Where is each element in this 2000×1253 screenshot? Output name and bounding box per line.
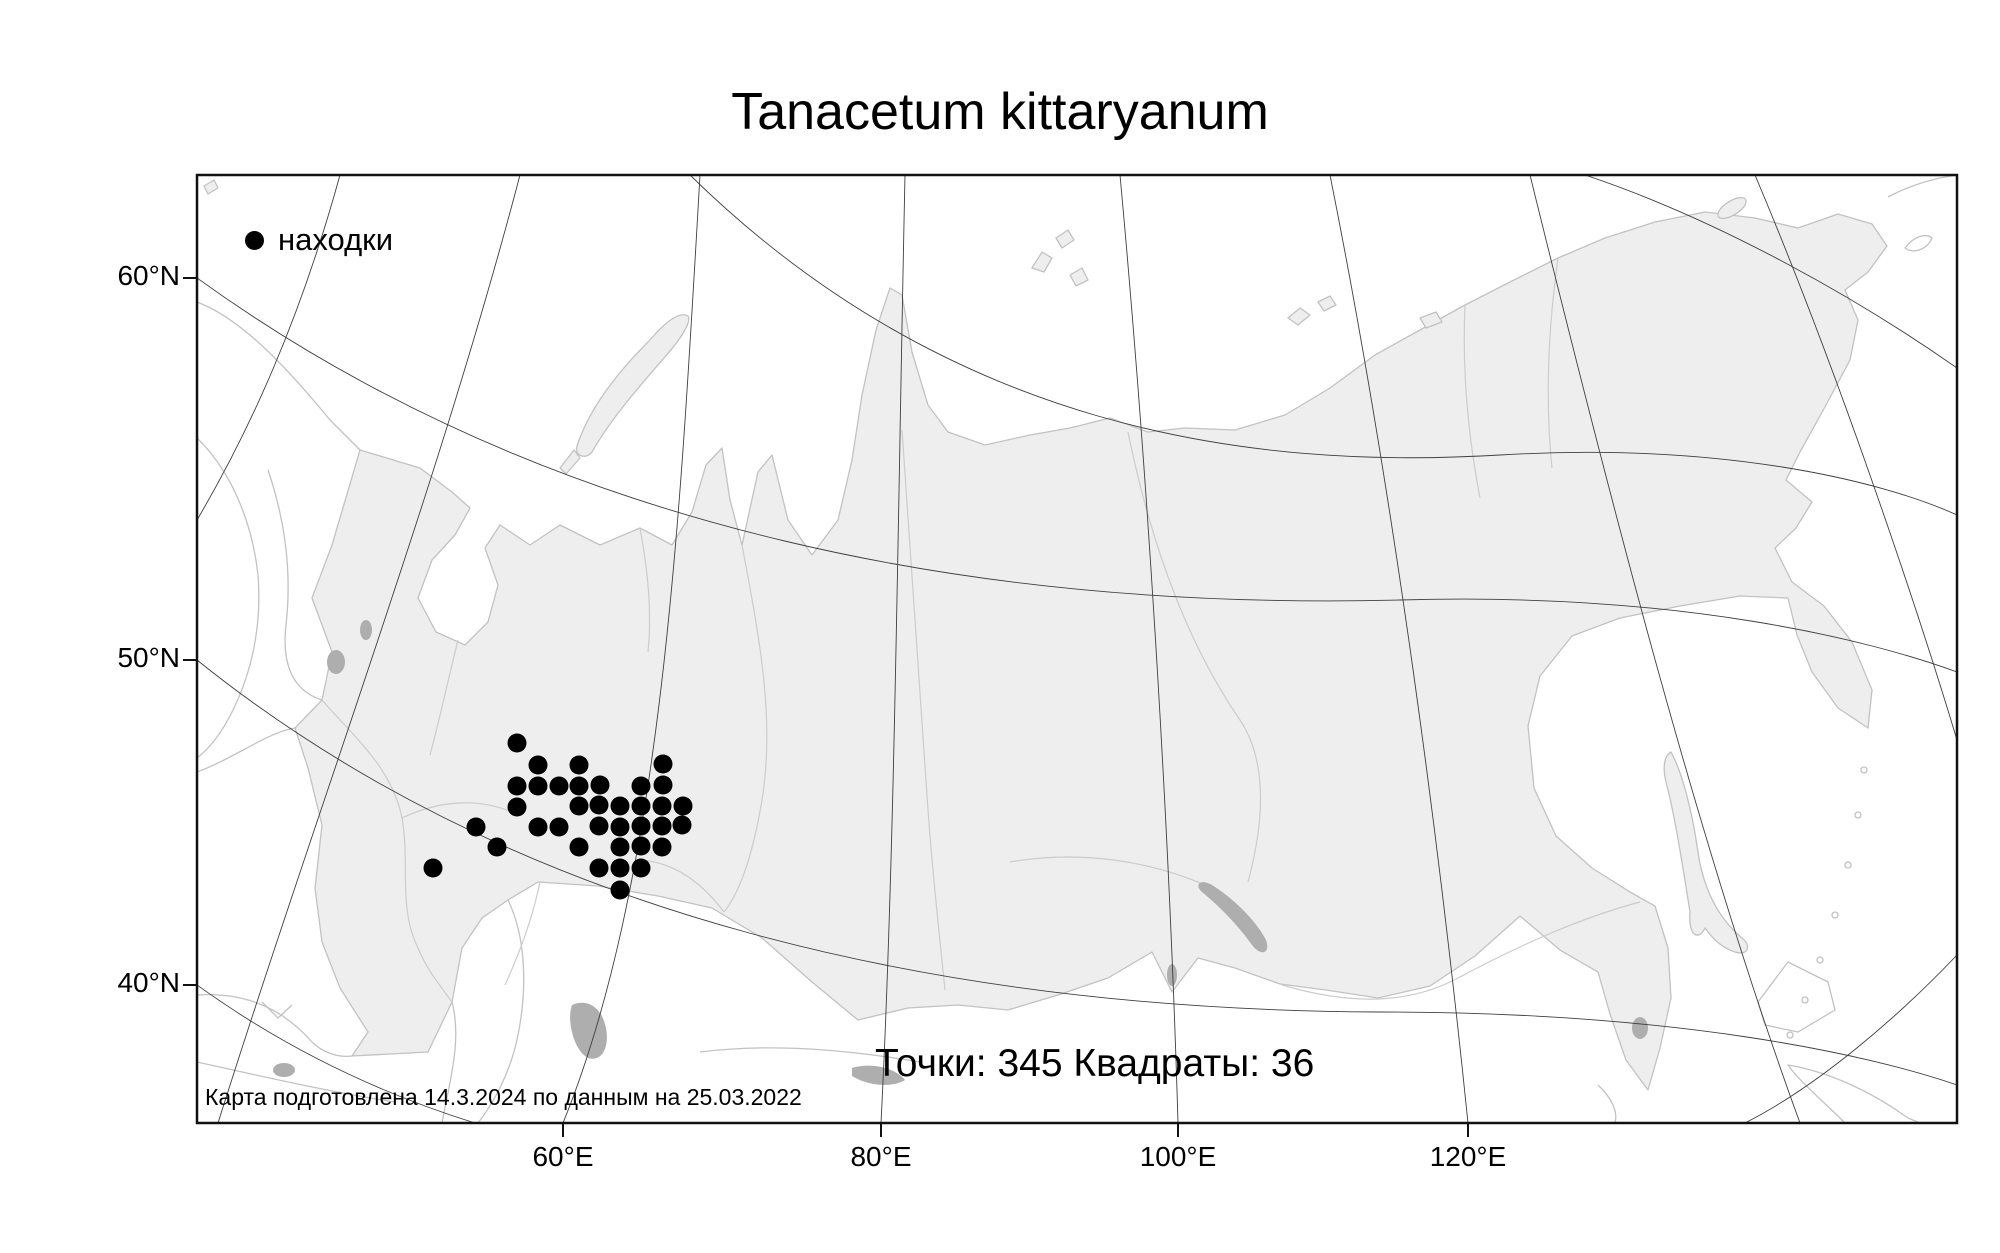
occurrence-dot <box>589 858 609 878</box>
occurrence-dot <box>610 837 630 857</box>
occurrence-dot <box>590 775 610 795</box>
occurrence-dot <box>528 776 548 796</box>
occurrence-dot <box>589 816 609 836</box>
map-caption: Карта подготовлена 14.3.2024 по данным н… <box>205 1084 802 1110</box>
occurrence-dots-layer <box>423 733 693 900</box>
lat-tick-label: 50°N <box>117 642 180 673</box>
occurrence-dot <box>528 755 548 775</box>
occurrence-dot <box>528 817 548 837</box>
axis-ticks <box>183 277 1469 1137</box>
legend-label: находки <box>278 222 394 257</box>
legend: находки <box>245 222 393 258</box>
findings-dot-icon <box>245 230 264 250</box>
occurrence-dot <box>610 796 630 816</box>
occurrence-dot <box>673 796 693 816</box>
occurrence-dot <box>631 776 651 796</box>
occurrence-dot <box>631 858 651 878</box>
occurrence-dot <box>549 776 569 796</box>
occurrence-dot <box>610 858 630 878</box>
lon-tick-label: 80°E <box>850 1141 912 1172</box>
occurrence-dot <box>652 796 672 816</box>
graticule <box>197 175 1957 1123</box>
occurrence-dot <box>652 816 672 836</box>
stats-line: Точки: 345 Квадраты: 36 <box>875 1042 1315 1085</box>
occurrence-dot <box>610 817 630 837</box>
occurrence-dot <box>653 754 673 774</box>
occurrence-dot <box>466 817 486 837</box>
occurrence-dot <box>569 837 589 857</box>
lon-tick-label: 120°E <box>1429 1141 1507 1172</box>
occurrence-dot <box>631 816 651 836</box>
occurrence-dot <box>652 837 672 857</box>
occurrence-dot <box>569 755 589 775</box>
occurrence-dot <box>423 858 443 878</box>
lon-tick-label: 100°E <box>1139 1141 1217 1172</box>
lat-tick-label: 60°N <box>117 260 180 291</box>
page-title: Tanacetum kittaryanum <box>731 83 1269 141</box>
rivers <box>321 257 1641 1003</box>
lat-tick-label: 40°N <box>117 967 180 998</box>
map-frame <box>195 173 1959 1125</box>
occurrence-dot <box>610 880 630 900</box>
lakes <box>273 620 1648 1085</box>
occurrence-dot <box>507 776 527 796</box>
occurrence-dot <box>507 733 527 753</box>
occurrence-dot <box>569 776 589 796</box>
coastlines-other-countries <box>197 175 1957 1123</box>
occurrence-dot <box>672 815 692 835</box>
occurrence-dot <box>631 796 651 816</box>
occurrence-dot <box>631 836 651 856</box>
lon-tick-label: 60°E <box>532 1141 594 1172</box>
occurrence-dot <box>487 837 507 857</box>
landmass-russia <box>203 179 1888 1091</box>
occurrence-dot <box>507 797 527 817</box>
occurrence-dot <box>549 817 569 837</box>
occurrence-dot <box>569 796 589 816</box>
occurrence-dot <box>589 795 609 815</box>
occurrence-dot <box>653 775 673 795</box>
